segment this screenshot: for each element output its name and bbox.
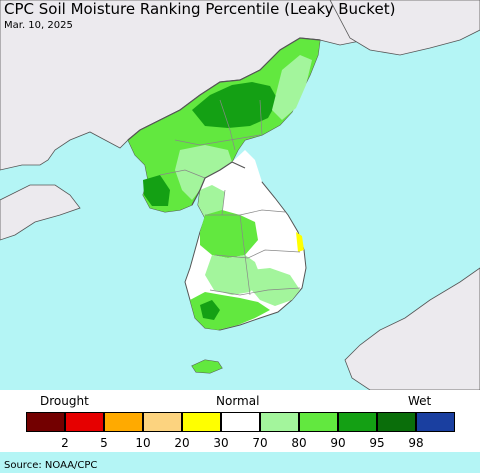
legend-tick-label: 5 — [100, 436, 108, 450]
legend-tick-label: 30 — [213, 436, 229, 450]
shandong-peninsula — [0, 184, 81, 241]
sk-dark-green-zone-south-coast — [200, 300, 220, 320]
legend-normal-label: Normal — [216, 394, 260, 408]
nk-dark-green-zone — [192, 82, 278, 128]
province-boundaries — [159, 99, 301, 296]
legend-swatch — [299, 412, 338, 432]
sk-yellow-zone-east-coast — [296, 232, 304, 252]
nk-dark-green-zone-west — [143, 175, 170, 206]
sk-light-green-zone-southeast — [250, 268, 300, 306]
legend-swatch — [260, 412, 299, 432]
legend-tick-label: 90 — [330, 436, 346, 450]
nk-normal-zone-southeast — [232, 150, 262, 190]
legend-tick-label: 70 — [252, 436, 268, 450]
legend-wet-label: Wet — [408, 394, 432, 408]
legend-drought-label: Drought — [40, 394, 89, 408]
legend-tick-label: 80 — [291, 436, 307, 450]
legend-swatch — [377, 412, 416, 432]
legend-tick-label: 20 — [174, 436, 190, 450]
legend-tick-label: 95 — [369, 436, 385, 450]
legend-swatch — [26, 412, 65, 432]
legend-tick-label: 2 — [61, 436, 69, 450]
nk-light-green-zone-east — [272, 55, 312, 120]
sk-light-green-zone-center — [205, 255, 262, 295]
legend-swatch — [65, 412, 104, 432]
dmz-border — [191, 161, 246, 206]
legend-tick-label: 10 — [135, 436, 151, 450]
legend-swatch — [416, 412, 455, 432]
sk-medium-green-zone-west — [200, 210, 258, 258]
legend-swatch — [338, 412, 377, 432]
russia-northeast-land — [329, 0, 480, 56]
legend-swatch — [221, 412, 260, 432]
nk-light-green-zone-south — [175, 145, 232, 200]
legend-swatch — [143, 412, 182, 432]
legend-tick-label: 98 — [408, 436, 424, 450]
map-date: Mar. 10, 2025 — [4, 20, 73, 31]
legend-swatch — [182, 412, 221, 432]
jeju-medium-green-zone — [192, 360, 222, 373]
legend-swatch — [104, 412, 143, 432]
source-credit: Source: NOAA/CPC — [4, 460, 98, 471]
page-title: CPC Soil Moisture Ranking Percentile (Le… — [4, 0, 396, 18]
nk-china-border — [127, 37, 321, 141]
